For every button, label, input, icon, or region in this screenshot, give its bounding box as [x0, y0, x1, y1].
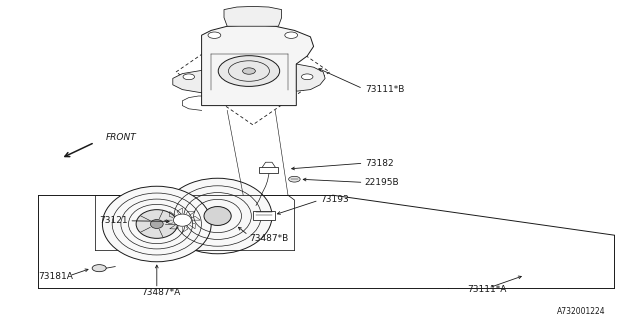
Polygon shape: [173, 70, 202, 93]
FancyBboxPatch shape: [259, 167, 278, 173]
Circle shape: [183, 74, 195, 80]
Ellipse shape: [136, 210, 177, 238]
Text: 22195B: 22195B: [365, 178, 399, 187]
Ellipse shape: [163, 178, 272, 254]
Ellipse shape: [243, 68, 255, 74]
Text: 73487*A: 73487*A: [141, 288, 180, 297]
Circle shape: [289, 176, 300, 182]
Ellipse shape: [218, 56, 280, 86]
Text: A732001224: A732001224: [557, 307, 605, 316]
Ellipse shape: [150, 220, 163, 228]
Polygon shape: [296, 64, 325, 91]
Circle shape: [285, 32, 298, 38]
Ellipse shape: [102, 186, 211, 262]
Ellipse shape: [173, 214, 191, 226]
Circle shape: [208, 32, 221, 38]
Text: 73111*A: 73111*A: [467, 285, 507, 294]
Polygon shape: [202, 25, 314, 106]
Text: 73193: 73193: [320, 196, 349, 204]
Text: 73182: 73182: [365, 159, 394, 168]
Text: 73121: 73121: [99, 216, 128, 225]
Ellipse shape: [204, 207, 231, 225]
Circle shape: [92, 265, 106, 272]
FancyBboxPatch shape: [253, 211, 275, 220]
Polygon shape: [224, 6, 282, 26]
Circle shape: [301, 74, 313, 80]
Text: FRONT: FRONT: [106, 133, 136, 142]
Text: 73111*B: 73111*B: [365, 85, 404, 94]
Text: 73487*B: 73487*B: [250, 234, 289, 243]
Text: 73181A: 73181A: [38, 272, 73, 281]
